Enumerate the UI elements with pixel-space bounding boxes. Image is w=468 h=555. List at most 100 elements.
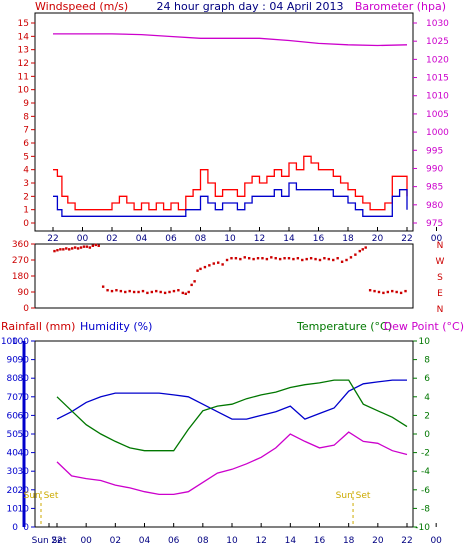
rain-humidity-temperature-panel: Rainfall (mm) Humidity (%) Temperature (…: [1, 320, 464, 546]
wind-direction-point: [97, 244, 100, 247]
humidity-tick-label: 0: [23, 523, 29, 533]
wind-gust-line: [53, 155, 408, 211]
wind-direction-point: [193, 280, 196, 283]
wind-direction-point: [212, 262, 215, 265]
windspeed-tick-label: 2: [23, 192, 29, 202]
time-tick-label: 14: [285, 536, 297, 546]
wind-direction-point: [373, 289, 376, 293]
wind-direction-point: [261, 257, 264, 260]
wind-direction-point: [150, 290, 154, 294]
humidity-tick-label: 30: [18, 467, 30, 477]
barometer-tick-label: 1010: [426, 92, 449, 102]
wind-direction-point: [309, 257, 313, 260]
wind-direction-point: [132, 290, 136, 294]
wind-barometer-panel: Windspeed (m/s) 24 hour graph day : 04 A…: [18, 0, 450, 244]
wind-direction-point: [199, 267, 202, 271]
direction-tick-label: 90: [18, 288, 30, 298]
wind-direction-point: [146, 291, 149, 295]
rainfall-tick-label: 80: [7, 374, 19, 384]
humidity-axis-label: Humidity (%): [80, 320, 152, 333]
windspeed-tick-label: 14: [18, 32, 30, 42]
wind-direction-point: [305, 257, 308, 261]
wind-direction-point: [361, 248, 364, 251]
rainfall-tick-label: 30: [7, 467, 19, 477]
direction-tick-label: 0: [23, 304, 29, 314]
wind-direction-point: [278, 257, 282, 261]
barometer-tick-label: 1005: [426, 110, 449, 120]
wind-direction-point: [203, 265, 207, 269]
time-tick-label: 06: [168, 536, 180, 546]
temperature-tick-label: 8: [424, 356, 430, 366]
barometer-tick-label: 1015: [426, 74, 449, 84]
wind-direction-point: [62, 248, 65, 251]
windspeed-tick-label: 4: [23, 166, 29, 176]
wind-direction-point: [91, 244, 95, 247]
temperature-tick-label: -8: [421, 504, 430, 514]
wind-direction-point: [349, 256, 353, 259]
dewpoint-axis-label: Dew Point (°C): [384, 320, 464, 333]
windspeed-tick-label: 11: [18, 72, 29, 82]
temperature-tick-label: 4: [424, 393, 430, 403]
temperature-tick-label: 2: [424, 411, 430, 421]
wind-direction-point: [301, 258, 304, 262]
windspeed-tick-label: 3: [23, 179, 29, 189]
wind-direction-point: [115, 289, 118, 292]
wind-direction-point: [256, 257, 260, 260]
compass-label: N: [437, 305, 444, 315]
temperature-tick-label: 10: [419, 337, 431, 347]
windspeed-tick-label: 15: [18, 19, 29, 29]
wind-speed-line: [53, 182, 408, 217]
windspeed-tick-label: 6: [23, 139, 29, 149]
wind-direction-point: [364, 246, 367, 249]
wind-direction-point: [65, 247, 68, 250]
wind-direction-point: [187, 290, 190, 294]
humidity-tick-label: 40: [18, 449, 30, 459]
time-tick-label: 14: [283, 234, 295, 244]
wind-direction-point: [190, 283, 193, 287]
wind-direction-point: [196, 269, 199, 272]
wind-direction-point: [239, 257, 242, 261]
time-tick-label: 22: [401, 234, 412, 244]
barometer-tick-label: 1000: [426, 128, 449, 138]
wind-direction-point: [323, 257, 326, 260]
sunset-label: Sun Set: [24, 491, 59, 501]
temperature-tick-label: 0: [424, 430, 430, 440]
rainfall-tick-label: 50: [7, 430, 19, 440]
compass-label: S: [437, 273, 443, 283]
time-tick-label: 02: [106, 234, 117, 244]
rainfall-tick-label: 100: [1, 337, 18, 347]
wind-direction-point: [155, 289, 158, 293]
time-tick-label: 04: [136, 234, 148, 244]
barometer-line: [53, 33, 408, 47]
wind-direction-point: [314, 257, 317, 261]
wind-direction-point: [391, 289, 394, 293]
rainfall-axis-label: Rainfall (mm): [1, 320, 75, 333]
wind-direction-point: [59, 248, 62, 251]
windspeed-tick-label: 0: [23, 219, 29, 229]
windspeed-tick-label: 10: [18, 86, 30, 96]
wind-direction-point: [336, 257, 339, 260]
rainfall-tick-label: 0: [12, 523, 18, 533]
time-tick-label: 08: [197, 536, 209, 546]
wind-direction-point: [399, 291, 403, 295]
barometer-tick-label: 1030: [426, 19, 449, 29]
rainfall-tick-label: 40: [7, 449, 19, 459]
barometer-tick-label: 980: [426, 201, 443, 211]
wind-direction-point: [94, 243, 97, 247]
wind-direction-point: [110, 289, 114, 293]
time-tick-label: 20: [372, 536, 384, 546]
barometer-tick-label: 1020: [426, 55, 449, 65]
direction-tick-label: 270: [12, 256, 29, 266]
windspeed-tick-label: 9: [23, 99, 29, 109]
wind-direction-point: [208, 264, 211, 267]
humidity-tick-label: 70: [18, 393, 30, 403]
time-tick-label: 12: [254, 234, 265, 244]
wind-direction-point: [56, 249, 59, 252]
time-tick-label: 08: [195, 234, 207, 244]
wind-direction-point: [128, 289, 131, 293]
wind-direction-point: [395, 290, 398, 294]
chart-title: 24 hour graph day : 04 April 2013: [157, 0, 344, 13]
temperature-tick-label: -6: [421, 486, 430, 496]
windspeed-tick-label: 7: [23, 126, 29, 136]
